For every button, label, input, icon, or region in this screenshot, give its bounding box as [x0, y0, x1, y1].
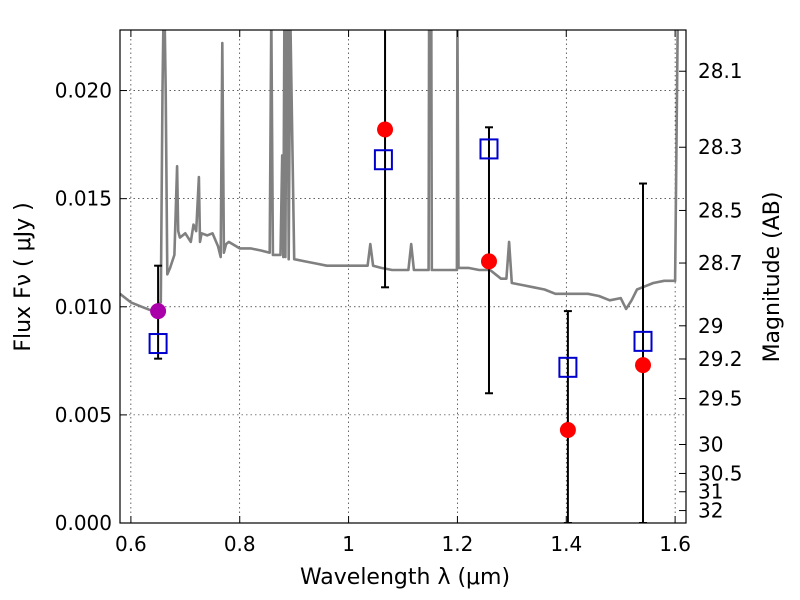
y-tick-label: 0.000 [55, 511, 112, 535]
magnitude-tick-label: 28.5 [698, 198, 743, 222]
y-tick-label: 0.005 [55, 403, 112, 427]
y-tick-label: 0.010 [55, 295, 112, 319]
magnitude-tick-label: 29 [698, 314, 723, 338]
magnitude-tick-label: 29.2 [698, 347, 743, 371]
x-tick-label: 1.6 [659, 532, 691, 556]
magnitude-tick-label: 30.5 [698, 461, 743, 485]
magnitude-tick-label: 30 [698, 432, 723, 456]
magnitude-tick-label: 29.5 [698, 387, 743, 411]
model-square-marker [373, 149, 393, 171]
model-square-marker [148, 333, 168, 355]
model-square-marker [479, 138, 499, 160]
observed-circle-marker [150, 303, 167, 320]
x-tick-label: 0.6 [115, 532, 147, 556]
y-axis-ticks: 0.000 0.005 0.010 0.015 0.020 [55, 79, 127, 535]
magnitude-tick-label: 31 [698, 480, 723, 504]
observed-circle-marker [377, 121, 394, 138]
model-square-marker [633, 330, 653, 352]
magnitude-axis-label: Magnitude (AB) [760, 192, 785, 363]
y-tick-label: 0.015 [55, 187, 112, 211]
plot-frame [119, 29, 687, 524]
spectrum-layer [120, 30, 679, 313]
marker-layer [148, 121, 653, 439]
x-tick-label: 0.8 [224, 532, 256, 556]
spectrum-line [120, 30, 679, 313]
x-tick-label: 1 [342, 532, 355, 556]
plot-background [120, 30, 686, 523]
x-axis-label: Wavelength λ (μm) [300, 565, 510, 590]
model-square-marker [558, 356, 578, 378]
magnitude-tick-label: 32 [698, 499, 723, 523]
y-tick-label: 0.020 [55, 79, 112, 103]
x-axis-ticks: 0.6 0.8 1 1.2 1.4 1.6 [115, 30, 691, 556]
magnitude-tick-label: 28.3 [698, 135, 743, 159]
y-axis-label: Flux Fν ( μJy ) [11, 202, 36, 351]
magnitude-tick-label: 28.1 [698, 59, 743, 83]
observed-circle-marker [559, 422, 576, 439]
x-tick-label: 1.2 [442, 532, 474, 556]
x-tick-label: 1.4 [550, 532, 582, 556]
observed-circle-marker [480, 253, 497, 270]
magnitude-tick-label: 28.7 [698, 251, 743, 275]
observed-circle-marker [635, 357, 652, 374]
